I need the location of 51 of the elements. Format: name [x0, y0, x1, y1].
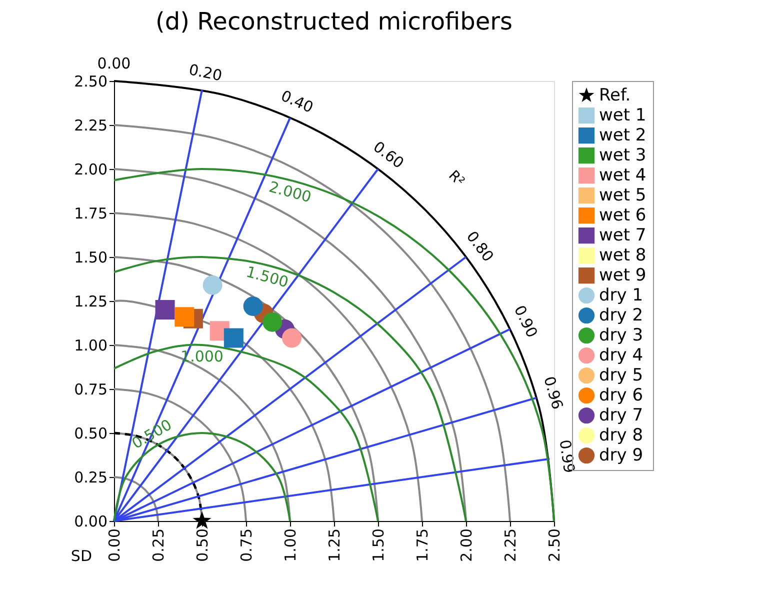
annotation: 0.60 [370, 138, 408, 172]
legend-label: dry 9 [599, 446, 644, 466]
legend-label: wet 9 [599, 266, 646, 286]
legend-label: dry 4 [599, 346, 644, 366]
x-tick-label: 0.75 [238, 528, 256, 562]
y-tick-label: 1.00 [74, 336, 108, 354]
x-tick-label: 2.50 [546, 528, 564, 562]
y-tick-label: 0.00 [74, 512, 108, 530]
y-tick-label: 2.25 [74, 116, 108, 134]
x-tick-label: 1.25 [326, 528, 344, 562]
annotation: 0.20 [187, 60, 224, 85]
legend-label: wet 4 [599, 166, 646, 186]
annotation: 0.96 [540, 374, 567, 412]
annotation: 2.000 [267, 178, 314, 206]
legend-label: dry 6 [599, 386, 644, 406]
legend-label: wet 5 [599, 186, 646, 206]
legend-label: dry 1 [599, 286, 644, 306]
annotation: 1.500 [244, 262, 290, 292]
annotation: 0.40 [278, 86, 316, 117]
annotation: R² [445, 168, 468, 190]
legend-label: dry 5 [599, 366, 644, 386]
annotation: 0.90 [510, 302, 542, 340]
x-tick-label: 1.75 [414, 528, 432, 562]
legend-label: dry 7 [599, 406, 644, 426]
legend-label: wet 8 [599, 246, 646, 266]
y-tick-label: 0.75 [74, 380, 108, 398]
y-tick-label: 0.50 [74, 424, 108, 442]
x-tick-label: 1.50 [370, 528, 388, 562]
y-tick-label: 0.25 [74, 468, 108, 486]
legend-label: dry 8 [599, 426, 644, 446]
y-tick-label: 2.00 [74, 160, 108, 178]
y-tick-label: 2.50 [74, 72, 108, 90]
legend-label: wet 6 [599, 206, 646, 226]
y-tick-label: 1.75 [74, 204, 108, 222]
legend-label: dry 2 [599, 306, 644, 326]
x-tick-label: 0.50 [194, 528, 212, 562]
y-tick-label: 1.50 [74, 248, 108, 266]
legend-label: dry 3 [599, 326, 644, 346]
legend-label: Ref. [599, 86, 631, 106]
x-axis-title: SD [70, 547, 92, 565]
legend-label: wet 7 [599, 226, 646, 246]
legend-label: wet 3 [599, 146, 646, 166]
annotation: 0.00 [97, 54, 131, 72]
y-tick-label: 1.25 [74, 292, 108, 310]
x-tick-label: 1.00 [282, 528, 300, 562]
legend-label: wet 1 [599, 106, 646, 126]
x-tick-label: 0.25 [150, 528, 168, 562]
chart-title: (d) Reconstructed microfibers [155, 7, 513, 36]
x-tick-label: 2.00 [458, 528, 476, 562]
x-tick-label: 2.25 [502, 528, 520, 562]
legend-label: wet 2 [599, 126, 646, 146]
